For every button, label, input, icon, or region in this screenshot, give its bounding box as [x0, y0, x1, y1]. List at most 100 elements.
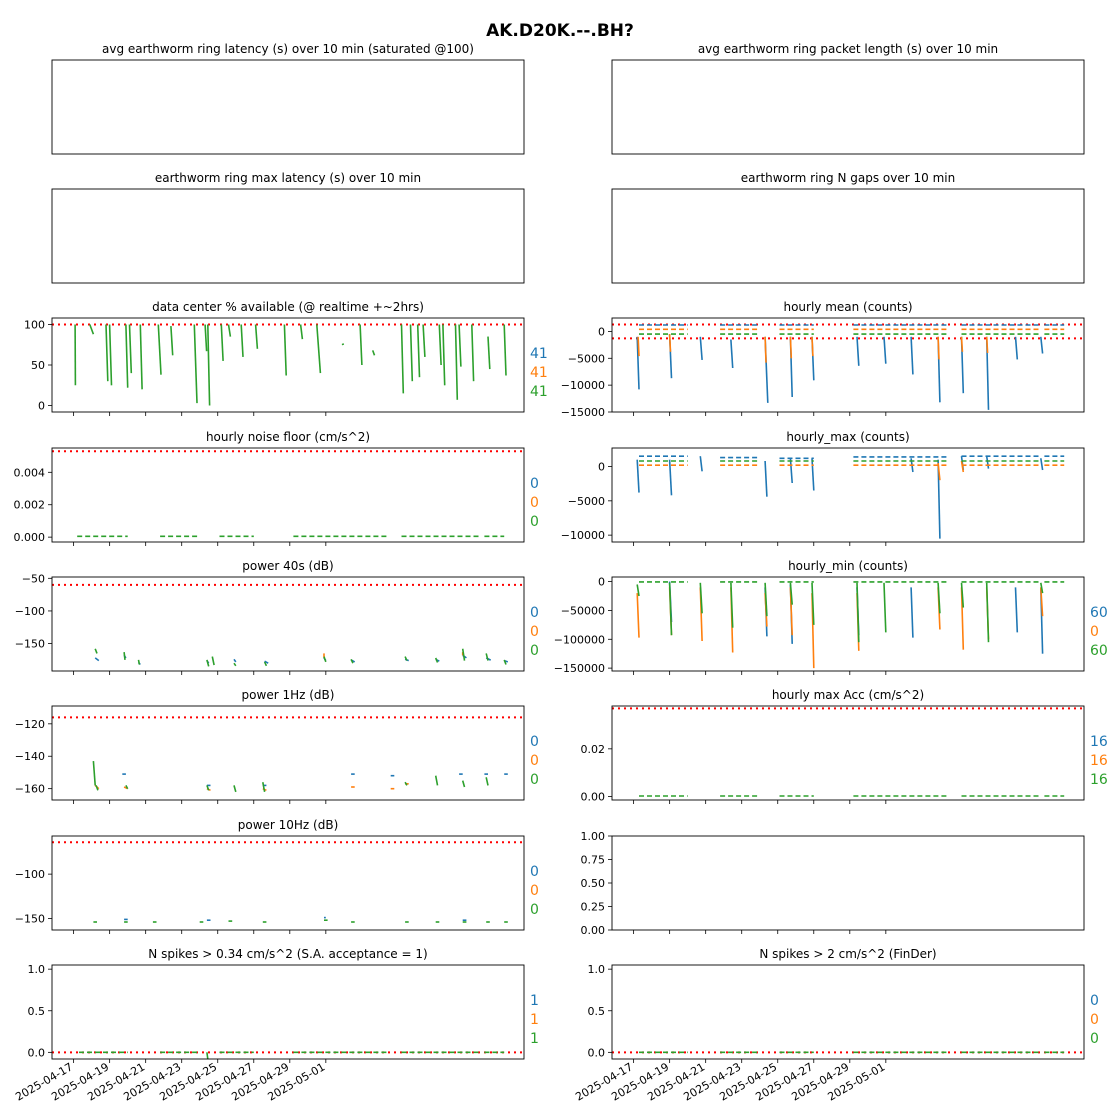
y-tick-label: −50	[22, 572, 45, 585]
series-line	[233, 662, 237, 667]
series-line	[404, 656, 408, 661]
side-value-label: 0	[1090, 1012, 1099, 1028]
y-tick-label: 0.50	[581, 877, 606, 890]
series-line	[910, 336, 914, 375]
series-line	[503, 324, 507, 376]
y-tick-label: −10000	[561, 529, 605, 542]
side-value-label: 1	[530, 993, 539, 1009]
series-line	[220, 324, 224, 361]
series-line	[123, 652, 126, 660]
series-line	[125, 324, 129, 388]
side-value-label: 0	[530, 883, 539, 899]
plot-area	[52, 583, 524, 667]
series-line	[92, 761, 96, 786]
panel-p7: hourly noise floor (cm/s^2) 0.000 0.002 0.0…	[14, 430, 539, 546]
series-line	[422, 324, 426, 357]
series-line	[856, 582, 860, 643]
series-line	[811, 336, 814, 357]
plot-area	[636, 581, 1065, 669]
plot-area	[636, 455, 1065, 539]
y-tick-label: −120	[15, 718, 45, 731]
panel-p14: 0.00 0.25 0.50 0.75 1.00	[581, 830, 1085, 937]
series-line	[485, 777, 489, 786]
series-line	[137, 659, 141, 665]
series-line	[170, 326, 174, 356]
series-line	[128, 324, 133, 374]
y-tick-label: 0	[598, 461, 605, 474]
series-line	[699, 336, 703, 360]
y-tick-label: 0.00	[581, 790, 606, 803]
axes-frame	[51, 188, 525, 284]
panel-p1: avg earthworm ring latency (s) over 10 m…	[51, 42, 525, 155]
series-line	[416, 324, 421, 378]
side-value-label: 60	[1090, 605, 1108, 621]
series-line	[960, 460, 965, 473]
series-line	[323, 656, 327, 663]
series-line	[699, 582, 703, 614]
series-line	[730, 582, 734, 628]
series-line	[264, 660, 269, 664]
series-line	[637, 336, 640, 357]
side-value-label: 16	[1090, 753, 1108, 769]
series-line	[206, 659, 210, 667]
panel-title: avg earthworm ring latency (s) over 10 m…	[102, 42, 474, 56]
side-value-label: 0	[530, 476, 539, 492]
series-line	[503, 659, 507, 665]
axes-frame	[51, 576, 525, 672]
series-line	[1014, 336, 1019, 360]
axes-frame	[611, 317, 1085, 413]
y-tick-label: 0.5	[588, 1005, 606, 1018]
series-line	[960, 336, 964, 352]
series-line	[764, 336, 767, 363]
series-line	[910, 587, 914, 638]
series-line	[856, 336, 860, 366]
series-line	[193, 324, 198, 404]
axes-frame	[51, 835, 525, 931]
plot-area	[52, 716, 524, 793]
series-line	[404, 781, 408, 786]
series-line	[240, 324, 244, 357]
y-tick-label: 1.0	[28, 963, 46, 976]
series-line	[409, 324, 414, 382]
series-line	[764, 582, 768, 617]
series-line	[789, 336, 793, 359]
series-line	[699, 456, 703, 472]
series-line	[341, 343, 345, 346]
side-value-label: 0	[530, 753, 539, 769]
series-line	[206, 1052, 209, 1059]
series-line	[233, 785, 237, 793]
series-line	[636, 584, 640, 597]
side-value-label: 0	[1090, 624, 1099, 640]
series-line	[227, 324, 232, 337]
panel-title: N spikes > 0.34 cm/s^2 (S.A. acceptance …	[148, 947, 427, 961]
y-tick-label: 0.25	[581, 901, 606, 914]
panel-p8: hourly_max (counts) 0 −5000 −10000	[561, 430, 1085, 546]
series-line	[668, 334, 672, 352]
panel-title: N spikes > 2 cm/s^2 (FinDer)	[759, 947, 936, 961]
panel-p9: power 40s (dB) −50 −100 −150 0 0 0	[15, 559, 539, 675]
series-line	[1040, 336, 1044, 354]
series-line	[283, 324, 287, 376]
series-line	[125, 785, 129, 790]
series-line	[95, 785, 99, 791]
y-tick-label: 0.0	[588, 1046, 606, 1059]
side-value-label: 0	[530, 624, 539, 640]
series-line	[811, 582, 815, 625]
series-line	[206, 785, 210, 791]
axes-frame	[611, 576, 1085, 672]
series-line	[316, 324, 322, 374]
series-line	[668, 582, 673, 636]
panel-p3: earthworm ring max latency (s) over 10 m…	[51, 171, 525, 284]
panel-title: data center % available (@ realtime +~2h…	[152, 300, 424, 314]
y-tick-label: −150	[15, 638, 45, 651]
y-tick-label: 0	[38, 400, 45, 413]
side-value-label: 0	[530, 902, 539, 918]
side-value-label: 1	[530, 1031, 539, 1047]
series-line	[789, 458, 793, 484]
panel-title: hourly mean (counts)	[783, 300, 912, 314]
series-line	[207, 324, 211, 406]
y-tick-label: 0.00	[581, 924, 606, 937]
panel-title: power 40s (dB)	[242, 559, 333, 573]
y-tick-label: −5000	[568, 495, 605, 508]
